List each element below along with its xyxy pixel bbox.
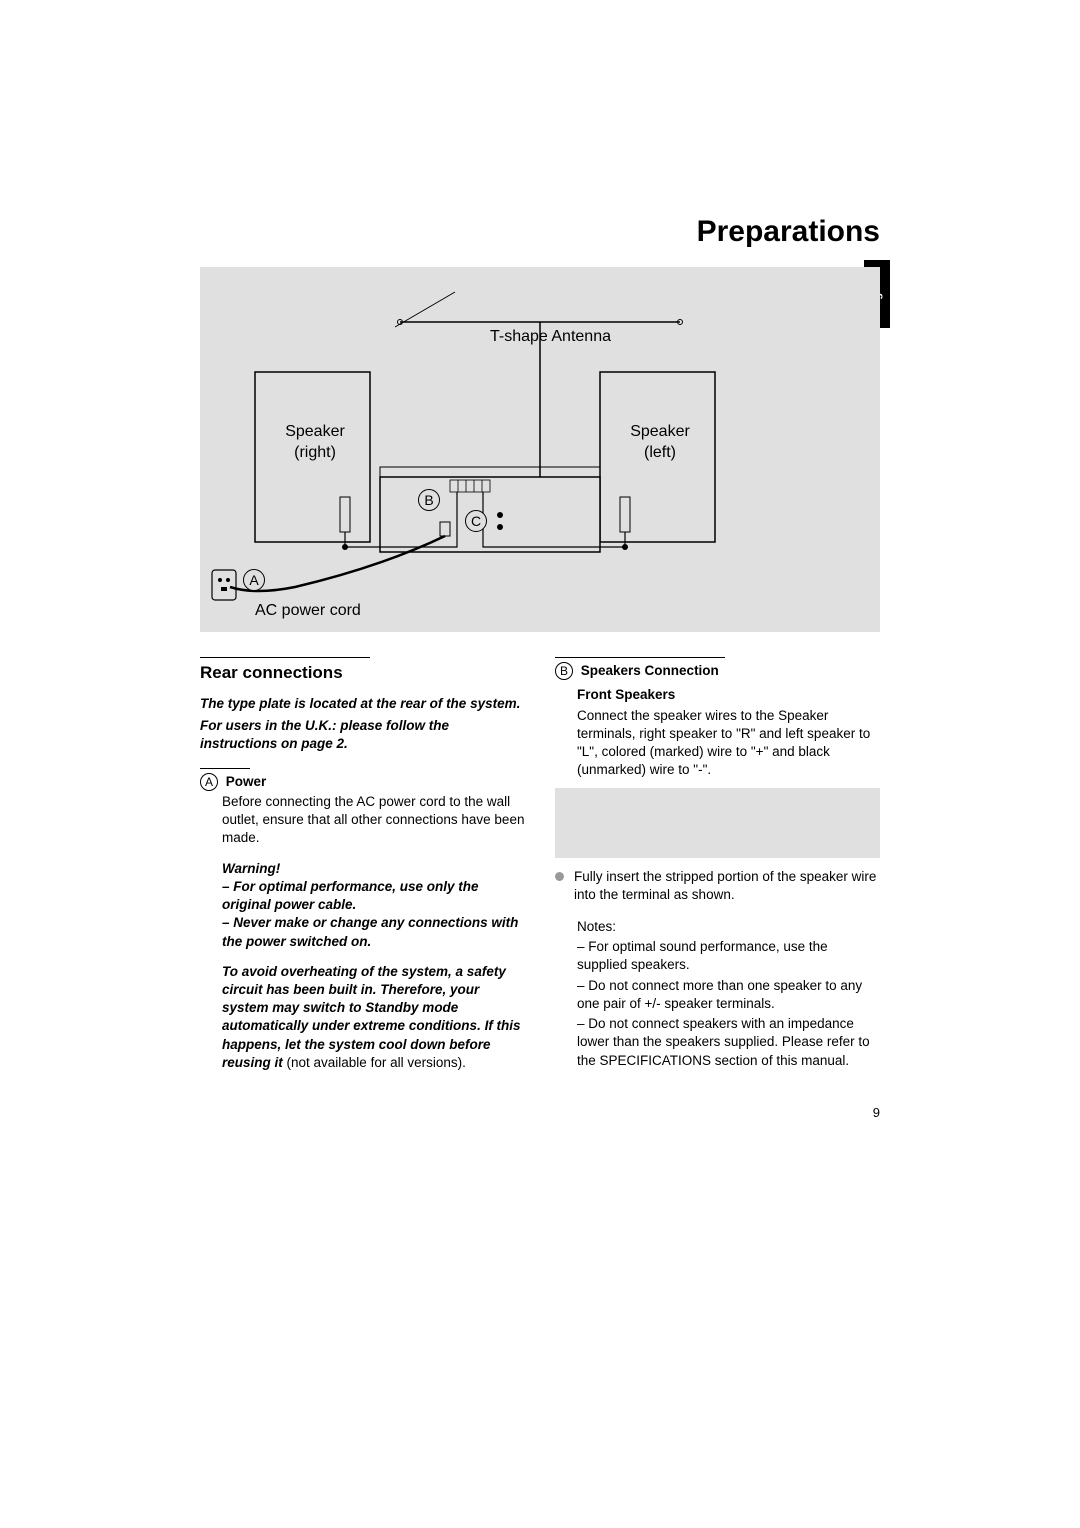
front-speakers-text: Connect the speaker wires to the Speaker… <box>577 707 880 780</box>
diagram-marker-c: C <box>465 510 487 532</box>
safety-tail: (not available for all versions). <box>283 1055 466 1070</box>
diagram-marker-b: B <box>418 489 440 511</box>
speaker-left-l1: Speaker <box>630 423 690 440</box>
speaker-right-l2: (right) <box>294 444 336 461</box>
section-b-header: B Speakers Connection <box>555 662 880 680</box>
right-column: B Speakers Connection Front Speakers Con… <box>555 657 880 1072</box>
speaker-right-l1: Speaker <box>285 423 345 440</box>
ac-power-label: AC power cord <box>255 601 361 622</box>
bullet-text: Fully insert the stripped portion of the… <box>574 868 880 904</box>
text-columns: Rear connections The type plate is locat… <box>200 657 880 1072</box>
marker-b-icon: B <box>555 662 573 680</box>
section-a-header: A Power <box>200 773 525 791</box>
speakers-connection-label: Speakers Connection <box>581 663 719 678</box>
warning-label: Warning! <box>222 860 525 878</box>
connection-diagram: T-shape Antenna Speaker (right) Speaker … <box>200 267 880 632</box>
antenna-label: T-shape Antenna <box>490 327 611 348</box>
type-plate-note: The type plate is located at the rear of… <box>200 695 525 713</box>
note-1: – For optimal sound performance, use the… <box>577 938 880 974</box>
warning-1: – For optimal performance, use only the … <box>222 878 525 914</box>
bullet-row: Fully insert the stripped portion of the… <box>555 868 880 904</box>
marker-a-icon: A <box>200 773 218 791</box>
rear-connections-heading: Rear connections <box>200 662 525 685</box>
left-column: Rear connections The type plate is locat… <box>200 657 525 1072</box>
warning-2: – Never make or change any connections w… <box>222 914 525 950</box>
power-text: Before connecting the AC power cord to t… <box>222 793 525 848</box>
page-number: 9 <box>873 1105 880 1120</box>
notes-label: Notes: <box>577 918 880 936</box>
note-3: – Do not connect speakers with an impeda… <box>577 1015 880 1070</box>
bullet-icon <box>555 872 564 881</box>
divider <box>200 768 250 769</box>
front-speakers-label: Front Speakers <box>577 686 880 704</box>
diagram-marker-a: A <box>243 569 265 591</box>
terminal-illustration-placeholder <box>555 788 880 858</box>
divider <box>555 657 725 658</box>
power-label: Power <box>226 774 267 789</box>
uk-note: For users in the U.K.: please follow the… <box>200 717 525 753</box>
page-title: Preparations <box>200 215 880 249</box>
safety-note: To avoid overheating of the system, a sa… <box>222 963 525 1072</box>
divider <box>200 657 370 658</box>
note-2: – Do not connect more than one speaker t… <box>577 977 880 1013</box>
speaker-left-l2: (left) <box>644 444 676 461</box>
page-container: Preparations <box>200 215 880 1072</box>
